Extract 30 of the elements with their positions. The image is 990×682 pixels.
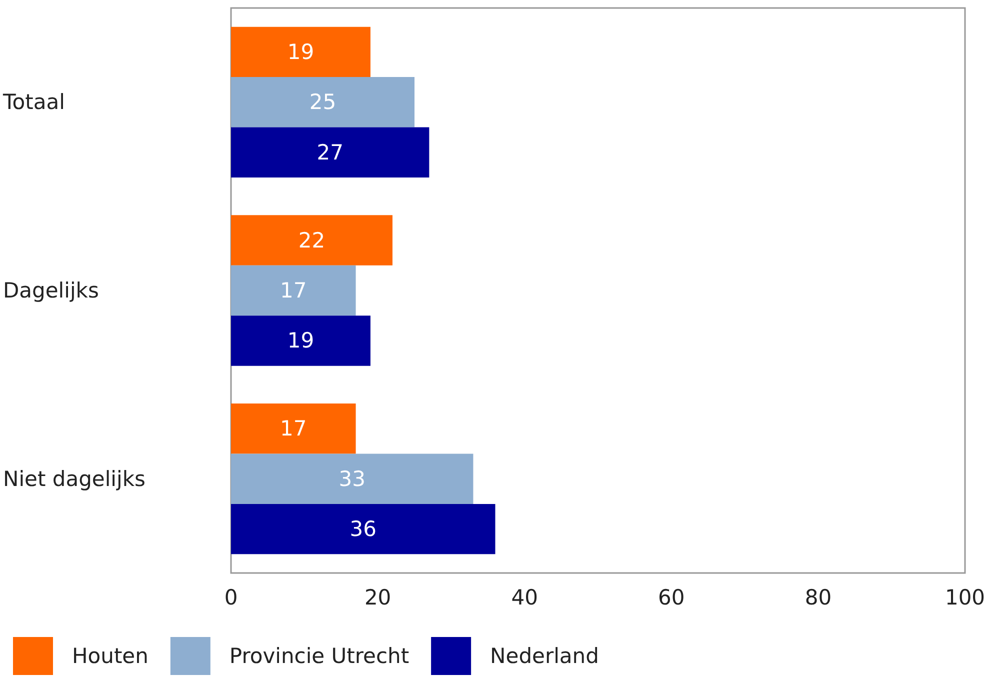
legend-label: Houten [72,644,148,668]
data-label: 19 [287,328,314,353]
x-tick-label: 100 [944,586,986,610]
y-tick-label: Niet dagelijks [3,466,146,491]
x-tick-label: 40 [511,586,538,610]
data-label: 27 [316,140,344,164]
x-tick-label: 20 [364,586,392,610]
bar [231,316,370,366]
data-label: 33 [338,466,366,491]
data-label: 17 [280,278,307,302]
bar [231,77,414,128]
bar [231,404,356,454]
bar [231,26,370,78]
bar [231,454,474,504]
x-tick-label: 0 [224,586,238,610]
x-tick-label: 60 [658,586,685,610]
data-label: 36 [350,517,376,542]
bar [231,215,392,266]
data-label: 19 [287,40,314,64]
data-label: 22 [298,228,326,252]
legend-label: Nederland [490,644,599,668]
y-tick-label: Totaal [2,90,65,114]
bar [231,265,356,316]
legend-label: Provincie Utrecht [229,644,410,668]
data-label: 17 [280,416,307,441]
y-tick-label: Dagelijks [3,278,99,302]
bar [231,504,496,554]
data-label: 25 [309,90,336,114]
x-tick-label: 80 [804,586,832,610]
bar [231,127,430,178]
